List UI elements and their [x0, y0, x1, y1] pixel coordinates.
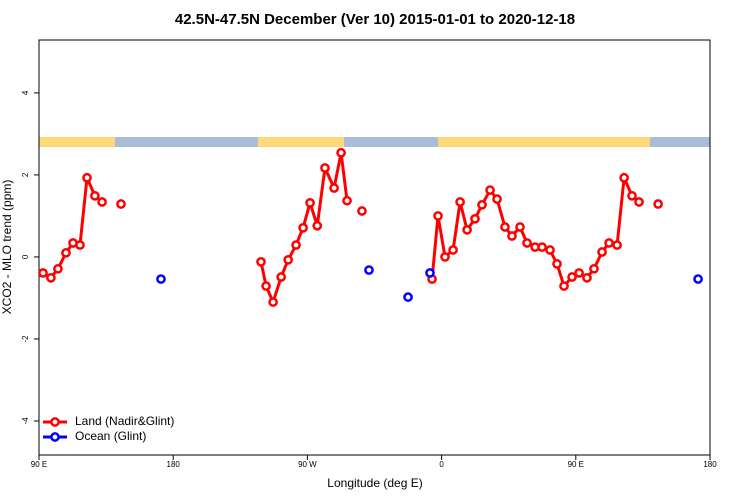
- land-band: [39, 137, 115, 147]
- data-point: [403, 292, 413, 302]
- data-point: [329, 183, 339, 193]
- data-point: [455, 197, 465, 207]
- data-point: [291, 240, 301, 250]
- data-point: [522, 238, 532, 248]
- data-point: [653, 199, 663, 209]
- data-point: [574, 268, 584, 278]
- y-tick-label: -4: [21, 417, 30, 425]
- legend-marker: [50, 432, 60, 442]
- data-point: [448, 245, 458, 255]
- land-ocean-strip: [39, 137, 710, 147]
- data-point: [38, 268, 48, 278]
- x-tick-label: 90 E: [31, 460, 47, 469]
- land-band: [438, 137, 650, 147]
- y-tick-label: 0: [21, 254, 30, 259]
- data-point: [559, 281, 569, 291]
- x-tick-label: 90 W: [298, 460, 317, 469]
- data-point: [82, 172, 92, 183]
- land-band: [258, 137, 344, 147]
- data-point: [97, 197, 107, 207]
- x-axis-label: Longitude (deg E): [327, 476, 422, 490]
- y-axis-label: XCO2 - MLO trend (ppm): [0, 180, 14, 315]
- legend-marker: [50, 417, 60, 427]
- data-point: [433, 211, 443, 221]
- data-point: [619, 172, 629, 183]
- data-point: [268, 297, 278, 307]
- y-tick-label: -2: [21, 335, 30, 343]
- data-point: [627, 190, 637, 201]
- data-point: [276, 272, 287, 282]
- data-point: [256, 257, 266, 267]
- data-point: [612, 240, 622, 250]
- data-point: [364, 265, 374, 275]
- data-point: [545, 245, 555, 255]
- data-point: [500, 222, 510, 232]
- x-tick-label: 0: [439, 460, 444, 469]
- data-point: [693, 274, 703, 284]
- data-point: [53, 263, 63, 274]
- data-point: [75, 240, 85, 250]
- data-point: [336, 147, 346, 158]
- data-point: [485, 185, 495, 195]
- data-point: [312, 220, 323, 231]
- data-point: [492, 194, 502, 204]
- data-point: [46, 272, 56, 283]
- data-point: [440, 252, 450, 262]
- ocean-band: [39, 137, 710, 147]
- data-point: [515, 222, 525, 232]
- legend-label: Land (Nadir&Glint): [75, 414, 174, 428]
- data-point: [298, 222, 308, 233]
- data-point: [552, 259, 562, 269]
- data-point: [537, 242, 547, 252]
- data-point: [582, 272, 592, 283]
- data-point: [357, 206, 367, 216]
- data-point: [90, 190, 100, 201]
- data-point: [116, 199, 126, 209]
- data-point: [507, 231, 517, 241]
- data-point: [604, 238, 614, 248]
- x-tick-label: 90 E: [568, 460, 584, 469]
- data-point: [634, 197, 644, 207]
- data-point: [305, 197, 315, 208]
- data-point: [156, 274, 166, 284]
- legend-label: Ocean (Glint): [75, 429, 146, 443]
- data-point: [61, 247, 71, 258]
- x-tick-label: 180: [167, 460, 181, 469]
- x-tick-label: 180: [703, 460, 717, 469]
- data-point: [425, 268, 435, 278]
- data-point: [342, 195, 352, 206]
- data-point: [567, 272, 577, 282]
- data-point: [477, 200, 487, 210]
- data-point: [462, 225, 472, 235]
- data-point: [320, 163, 330, 173]
- data-point: [597, 247, 607, 257]
- plot-frame: [38, 39, 711, 456]
- y-tick-label: 2: [21, 172, 30, 177]
- data-point: [283, 254, 294, 265]
- data-point: [470, 213, 480, 224]
- data-point: [589, 263, 599, 274]
- data-point: [261, 281, 271, 291]
- y-tick-label: 4: [21, 90, 30, 95]
- chart-title: 42.5N-47.5N December (Ver 10) 2015-01-01…: [175, 11, 575, 28]
